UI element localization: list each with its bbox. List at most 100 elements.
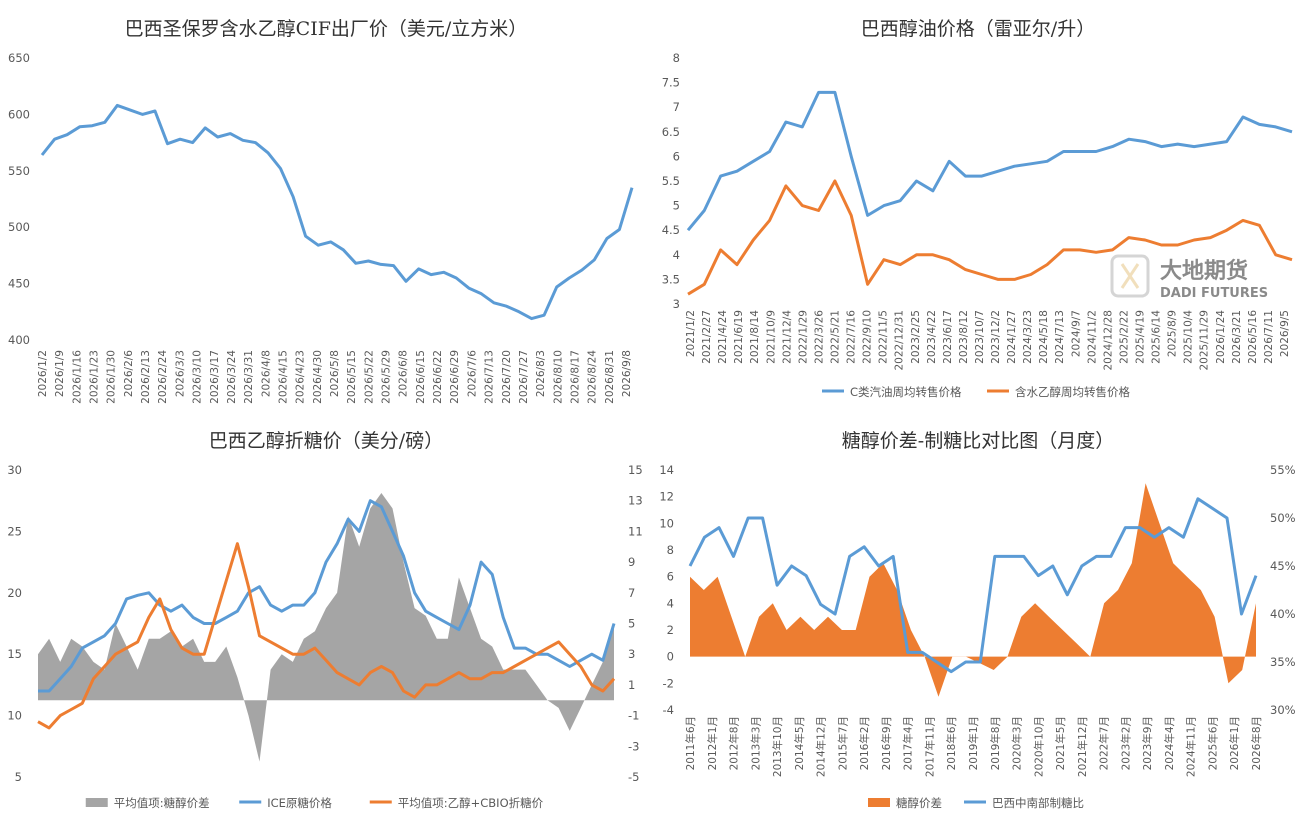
p4-x-tick: 2011年6月 [684, 716, 697, 770]
p2-x-tick: 2025/11/29 [1199, 310, 1211, 371]
p4-x-tick: 2012年8月 [728, 716, 741, 770]
chart-title-p3: 巴西乙醇折糖价（美分/磅） [208, 430, 444, 452]
p2-x-tick: 2025/4/19 [1135, 310, 1147, 364]
y-tick-label: 3.5 [662, 272, 680, 286]
p2-x-tick: 2023/10/7 [974, 310, 986, 364]
p4-x-tick: 2020年3月 [1011, 716, 1024, 770]
p4-x-tick: 2012年1月 [706, 716, 719, 770]
p2-x-tick: 2022/5/21 [829, 310, 841, 364]
p2-x-tick: 2022/11/5 [878, 310, 890, 364]
p1-x-tick: 2026/8/17 [569, 350, 581, 404]
p1-x-tick: 2026/2/24 [157, 350, 169, 404]
y-right-tick-label: 5 [628, 617, 635, 631]
p4-x-tick: 2017年4月 [902, 716, 915, 770]
p2-x-tick: 2024/3/23 [1022, 310, 1034, 364]
y-left-tick-label: 20 [7, 586, 22, 600]
p1-x-tick: 2026/7/6 [466, 350, 478, 397]
p1-x-tick: 2026/6/8 [398, 350, 410, 397]
y-right-tick-label: 7 [628, 586, 635, 600]
p2-x-tick: 2021/1/2 [685, 310, 697, 357]
p1-x-tick: 2026/1/2 [37, 350, 49, 397]
p1-x-tick: 2026/3/3 [174, 350, 186, 397]
p2-x-tick: 2023/2/25 [910, 310, 922, 364]
p4-x-tick: 2013年10月 [771, 716, 784, 777]
p4-x-tick: 2025年6月 [1206, 716, 1219, 770]
y-right-tick-label: 1 [628, 678, 635, 692]
sugar-ethanol-spread-area [38, 493, 614, 762]
p4-x-tick: 2024年11月 [1185, 716, 1198, 777]
legend-label: ICE原糖价格 [267, 796, 332, 810]
gasoline-c-price-line [686, 90, 1293, 232]
dadi-futures-logo: 大地期货 DADI FUTURES [1110, 254, 1268, 301]
p4-x-tick: 2019年8月 [989, 716, 1002, 770]
p2-x-tick: 2026/1/24 [1215, 310, 1227, 364]
y-left-tick-label: 10 [7, 709, 22, 723]
p2-x-tick: 2023/8/12 [958, 310, 970, 364]
y-left-tick-label: 0 [667, 650, 674, 664]
y-left-tick-label: 15 [7, 647, 22, 661]
p1-x-tick: 2026/2/6 [123, 350, 135, 397]
y-tick-label: 3 [673, 297, 680, 311]
watermark-brand-en: DADI FUTURES [1160, 286, 1268, 301]
p4-x-tick: 2021年5月 [1054, 716, 1067, 770]
chart-p1: 400 450 500 550 600 650 2026/1/2 2026/1/9 2026/1… [8, 51, 634, 404]
p2-x-tick: 2026/9/5 [1279, 310, 1291, 357]
y-right-tick-label: -1 [628, 709, 639, 723]
p4-x-tick: 2020年10月 [1032, 716, 1045, 777]
y-right-tick-label: 9 [628, 555, 635, 569]
p1-x-tick: 2026/4/23 [295, 350, 307, 404]
ethanol-cbio-sugar-equivalent-line [37, 542, 616, 730]
y-tick-label: 5.5 [662, 174, 680, 188]
p2-x-tick: 2021/6/19 [733, 310, 745, 364]
p2-x-tick: 2022/7/16 [846, 310, 858, 364]
p2-x-tick: 2026/7/11 [1263, 310, 1275, 364]
p1-x-tick: 2026/7/13 [484, 350, 496, 404]
legend-label: 含水乙醇周均转售价格 [1015, 385, 1130, 399]
p4-x-tick: 2026年8月 [1250, 716, 1263, 770]
p2-x-tick: 2021/10/9 [765, 310, 777, 364]
y-left-tick-label: 5 [15, 770, 22, 784]
p1-x-tick: 2026/3/17 [209, 350, 221, 404]
p1-x-tick: 2026/5/29 [381, 350, 393, 404]
p2-x-tick: 2024/7/13 [1054, 310, 1066, 364]
p2-x-tick: 2025/2/22 [1118, 310, 1130, 364]
p1-x-tick: 2026/4/15 [277, 350, 289, 404]
p4-x-tick: 2024年4月 [1163, 716, 1176, 770]
y-tick-label: 4.5 [662, 223, 680, 237]
p1-x-tick: 2026/2/13 [140, 350, 152, 404]
y-left-tick-label: 10 [659, 516, 674, 530]
p1-x-tick: 2026/3/10 [192, 350, 204, 404]
p2-x-tick: 2026/3/21 [1231, 310, 1243, 364]
p2-x-tick: 2023/4/22 [926, 310, 938, 364]
p4-x-tick: 2013年3月 [749, 716, 762, 770]
p4-x-tick: 2014年5月 [793, 716, 806, 770]
legend-label: 糖醇价差 [896, 796, 942, 810]
p2-x-tick: 2021/12/4 [781, 310, 793, 364]
y-tick-label: 650 [8, 51, 30, 65]
p2-x-tick: 2025/8/9 [1167, 310, 1179, 357]
p2-x-tick: 2024/1/27 [1006, 310, 1018, 364]
p1-x-tick: 2026/6/29 [449, 350, 461, 404]
p4-x-tick: 2017年11月 [923, 716, 936, 777]
legend-label: 巴西中南部制糖比 [992, 796, 1084, 810]
y-right-tick-label: -3 [628, 739, 639, 753]
y-right-tick-label: 30% [1270, 703, 1296, 717]
p2-x-tick: 2021/4/24 [717, 310, 729, 364]
p1-x-tick: 2026/6/22 [432, 350, 444, 404]
y-tick-label: 400 [8, 333, 30, 347]
p2-x-tick: 2024/11/2 [1086, 310, 1098, 364]
chart-title-p1: 巴西圣保罗含水乙醇CIF出厂价（美元/立方米） [124, 18, 528, 40]
p4-x-tick: 2016年9月 [880, 716, 893, 770]
legend-swatch [868, 798, 890, 807]
p1-x-tick: 2026/5/22 [363, 350, 375, 404]
y-left-tick-label: 4 [667, 596, 674, 610]
p2-x-tick: 2022/12/31 [894, 310, 906, 371]
watermark-brand-cn: 大地期货 [1160, 258, 1248, 284]
y-left-tick-label: 14 [659, 463, 674, 477]
legend-label: C类汽油周均转售价格 [850, 385, 962, 399]
p1-x-tick: 2026/5/15 [346, 350, 358, 404]
y-tick-label: 600 [8, 107, 30, 121]
p4-x-tick: 2026年1月 [1228, 716, 1241, 770]
p2-x-tick: 2025/10/4 [1183, 310, 1195, 364]
